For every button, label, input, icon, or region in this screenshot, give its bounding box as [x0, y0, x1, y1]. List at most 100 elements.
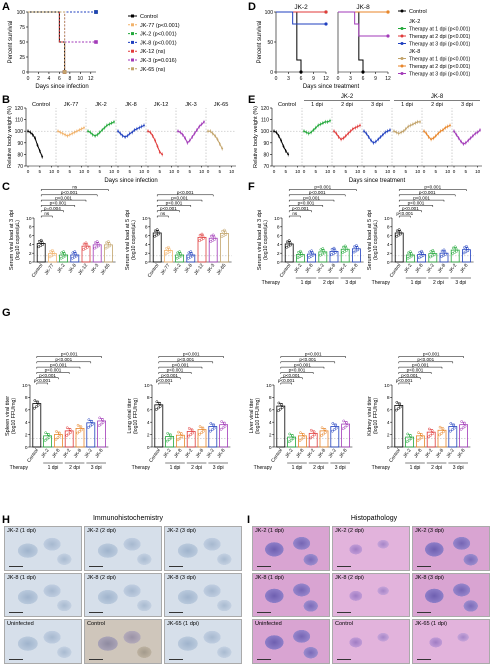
panel-d-xtick-label: 3 [349, 76, 352, 82]
panel-f-right-ytick-label: 0 [387, 260, 390, 266]
panel-c-left-data-point [93, 241, 97, 244]
panel-g-spleen-ytick-label: 8 [25, 395, 28, 401]
panel-g-liver-ylabel: Liver viral titer [249, 398, 255, 433]
panel-g-spleen-sig-label: p<0.001 [39, 373, 56, 378]
panel-g-lung-category-label: JK-2 [162, 447, 173, 459]
panel-c-right-data-point [220, 235, 224, 239]
panel-c-right-category-label: JK-2 [172, 262, 183, 274]
panel-e-weight-point [442, 129, 444, 131]
panel-b-weight-point [38, 150, 41, 152]
panel-b-weight-point [121, 134, 124, 137]
panel-h-title: Immunohistochemistry [92, 515, 164, 522]
panel-c-right-bar [197, 236, 207, 263]
panel-d-xtick-label: 9 [312, 76, 315, 82]
panel-g-lung-data-point [201, 426, 205, 430]
panel-b-weight-point [87, 130, 89, 133]
panel-c-right-data-point [179, 254, 183, 258]
panel-e-weight-point [322, 122, 324, 124]
panel-g-kidney-category-label: JK-2 [424, 447, 435, 459]
panel-c-left-data-point [62, 250, 65, 254]
panel-g-kidney-data-point [429, 433, 433, 437]
panel-b-weight-point [131, 131, 134, 134]
panel-f-left-data-point [352, 250, 356, 254]
panel-c-right-data-point [209, 240, 213, 243]
panel-g-spleen-data-point [56, 436, 60, 440]
panel-g-spleen-data-point [43, 439, 47, 442]
panel-g-liver-data-point [322, 432, 325, 436]
panel-b-weight-point [149, 131, 152, 134]
panel-e-weight-point [307, 132, 310, 135]
panel-b-weight-point [64, 133, 66, 136]
panel-g-kidney-sig-label: p<0.001 [417, 357, 434, 362]
panel-f-right-data-point [421, 254, 425, 257]
panel-f-left-ytick-label: 6 [277, 233, 280, 239]
panel-c-right-category-label: JK-12 [193, 262, 205, 276]
panel-g-kidney-data-point [463, 421, 466, 425]
panel-g-lung-ytick-label: 4 [147, 420, 150, 426]
panel-b-weight-point [124, 136, 126, 138]
panel-e-weight-point [379, 136, 382, 138]
panel-f-left-data-point [356, 248, 360, 252]
panel-g-lung-data-point [200, 431, 203, 435]
panel-g-spleen-ylabel-units: (log10 FFU/mg) [11, 398, 17, 435]
panel-b-ytick-label: 90 [17, 141, 23, 147]
panel-g-spleen-data-point [36, 403, 40, 407]
panel-f-right-data-point [466, 249, 470, 253]
panel-a-ytick-label: 0 [22, 70, 25, 76]
panel-c-right-data-point [189, 250, 193, 254]
panel-c-right-data-point [157, 232, 160, 236]
panel-f-right-dpi-label: 2 dpi [433, 280, 444, 286]
panel-d-legend-marker [400, 9, 404, 13]
panel-b-weight-point [71, 132, 74, 135]
panel-c-right-data-point [213, 237, 216, 241]
panel-g-spleen-data-point [76, 431, 79, 435]
panel-g-lung-data-point [169, 436, 173, 440]
panel-g-spleen-data-point [47, 436, 51, 439]
panel-i-tile-label: JK-8 (1 dpi) [255, 574, 284, 581]
panel-e-subgroup-label: 2 dpi [341, 102, 353, 108]
panel-i-tile-label: JK-8 (3 dpi) [415, 574, 444, 581]
panel-c-right-data-point [164, 252, 168, 256]
panel-c-left-ylabel: Serum viral load at 3 dpi [9, 210, 15, 270]
panel-f-right-data-point [397, 233, 401, 237]
panel-g-lung-data-point [210, 428, 214, 431]
panel-g-liver-data-point [331, 422, 335, 425]
panel-f-left-data-point [297, 250, 300, 254]
scale-bar [89, 659, 103, 660]
panel-g-liver-sig-label: p<0.001 [294, 362, 311, 367]
panel-g-kidney-data-point [452, 426, 456, 430]
panel-g-spleen-data-point [78, 430, 81, 433]
panel-a-xtick-label: 4 [48, 76, 51, 82]
panel-b-group-label: JK-3 [185, 102, 197, 108]
panel-b-weight-point [83, 126, 85, 129]
panel-c-right-data-point [224, 233, 228, 236]
panel-c-left-bar [104, 244, 113, 263]
panel-c-left-category-label: JK-12 [77, 262, 89, 276]
panel-g-lung-data-point [198, 432, 201, 436]
panel-e-xtick-label: 10 [325, 169, 331, 174]
panel-g-kidney-data-point [409, 437, 413, 440]
panel-b-xtick-label: 5 [189, 169, 192, 174]
panel-c-left-ylabel-units: (log10 copies/μL) [15, 220, 21, 260]
panel-g-spleen-data-point [33, 399, 37, 402]
panel-g-lung-category-label: JK-8 [216, 447, 227, 459]
panel-e-weight-point [344, 134, 347, 137]
panel-b-weight-point [103, 126, 106, 129]
panel-c-left-sig-label: p<0.001 [55, 195, 72, 200]
panel-h-grid: JK-2 (1 dpi) JK-2 (2 dpi) JK-2 (3 dpi) JK-8… [4, 526, 242, 664]
panel-e-subgroup-label: 3 dpi [461, 102, 473, 108]
panel-b-weight-point [80, 127, 83, 130]
panel-e-weight-point [395, 131, 398, 134]
panel-c-right-bar [163, 250, 173, 263]
panel-g-spleen-data-point [33, 406, 36, 410]
panel-c-left-ytick-label: 6 [29, 233, 32, 239]
panel-g-lung-bar [208, 426, 218, 448]
panel-g-lung-ytick-label: 0 [147, 445, 150, 451]
panel-b-weight-point [221, 147, 224, 150]
panel-g-liver-ytick-label: 10 [266, 383, 272, 389]
panel-b-ytick-label: 100 [15, 129, 24, 135]
panel-b-weight-point [203, 121, 205, 123]
panel-e-weight-point [282, 145, 285, 148]
panel-g-lung-data-point [156, 406, 160, 410]
